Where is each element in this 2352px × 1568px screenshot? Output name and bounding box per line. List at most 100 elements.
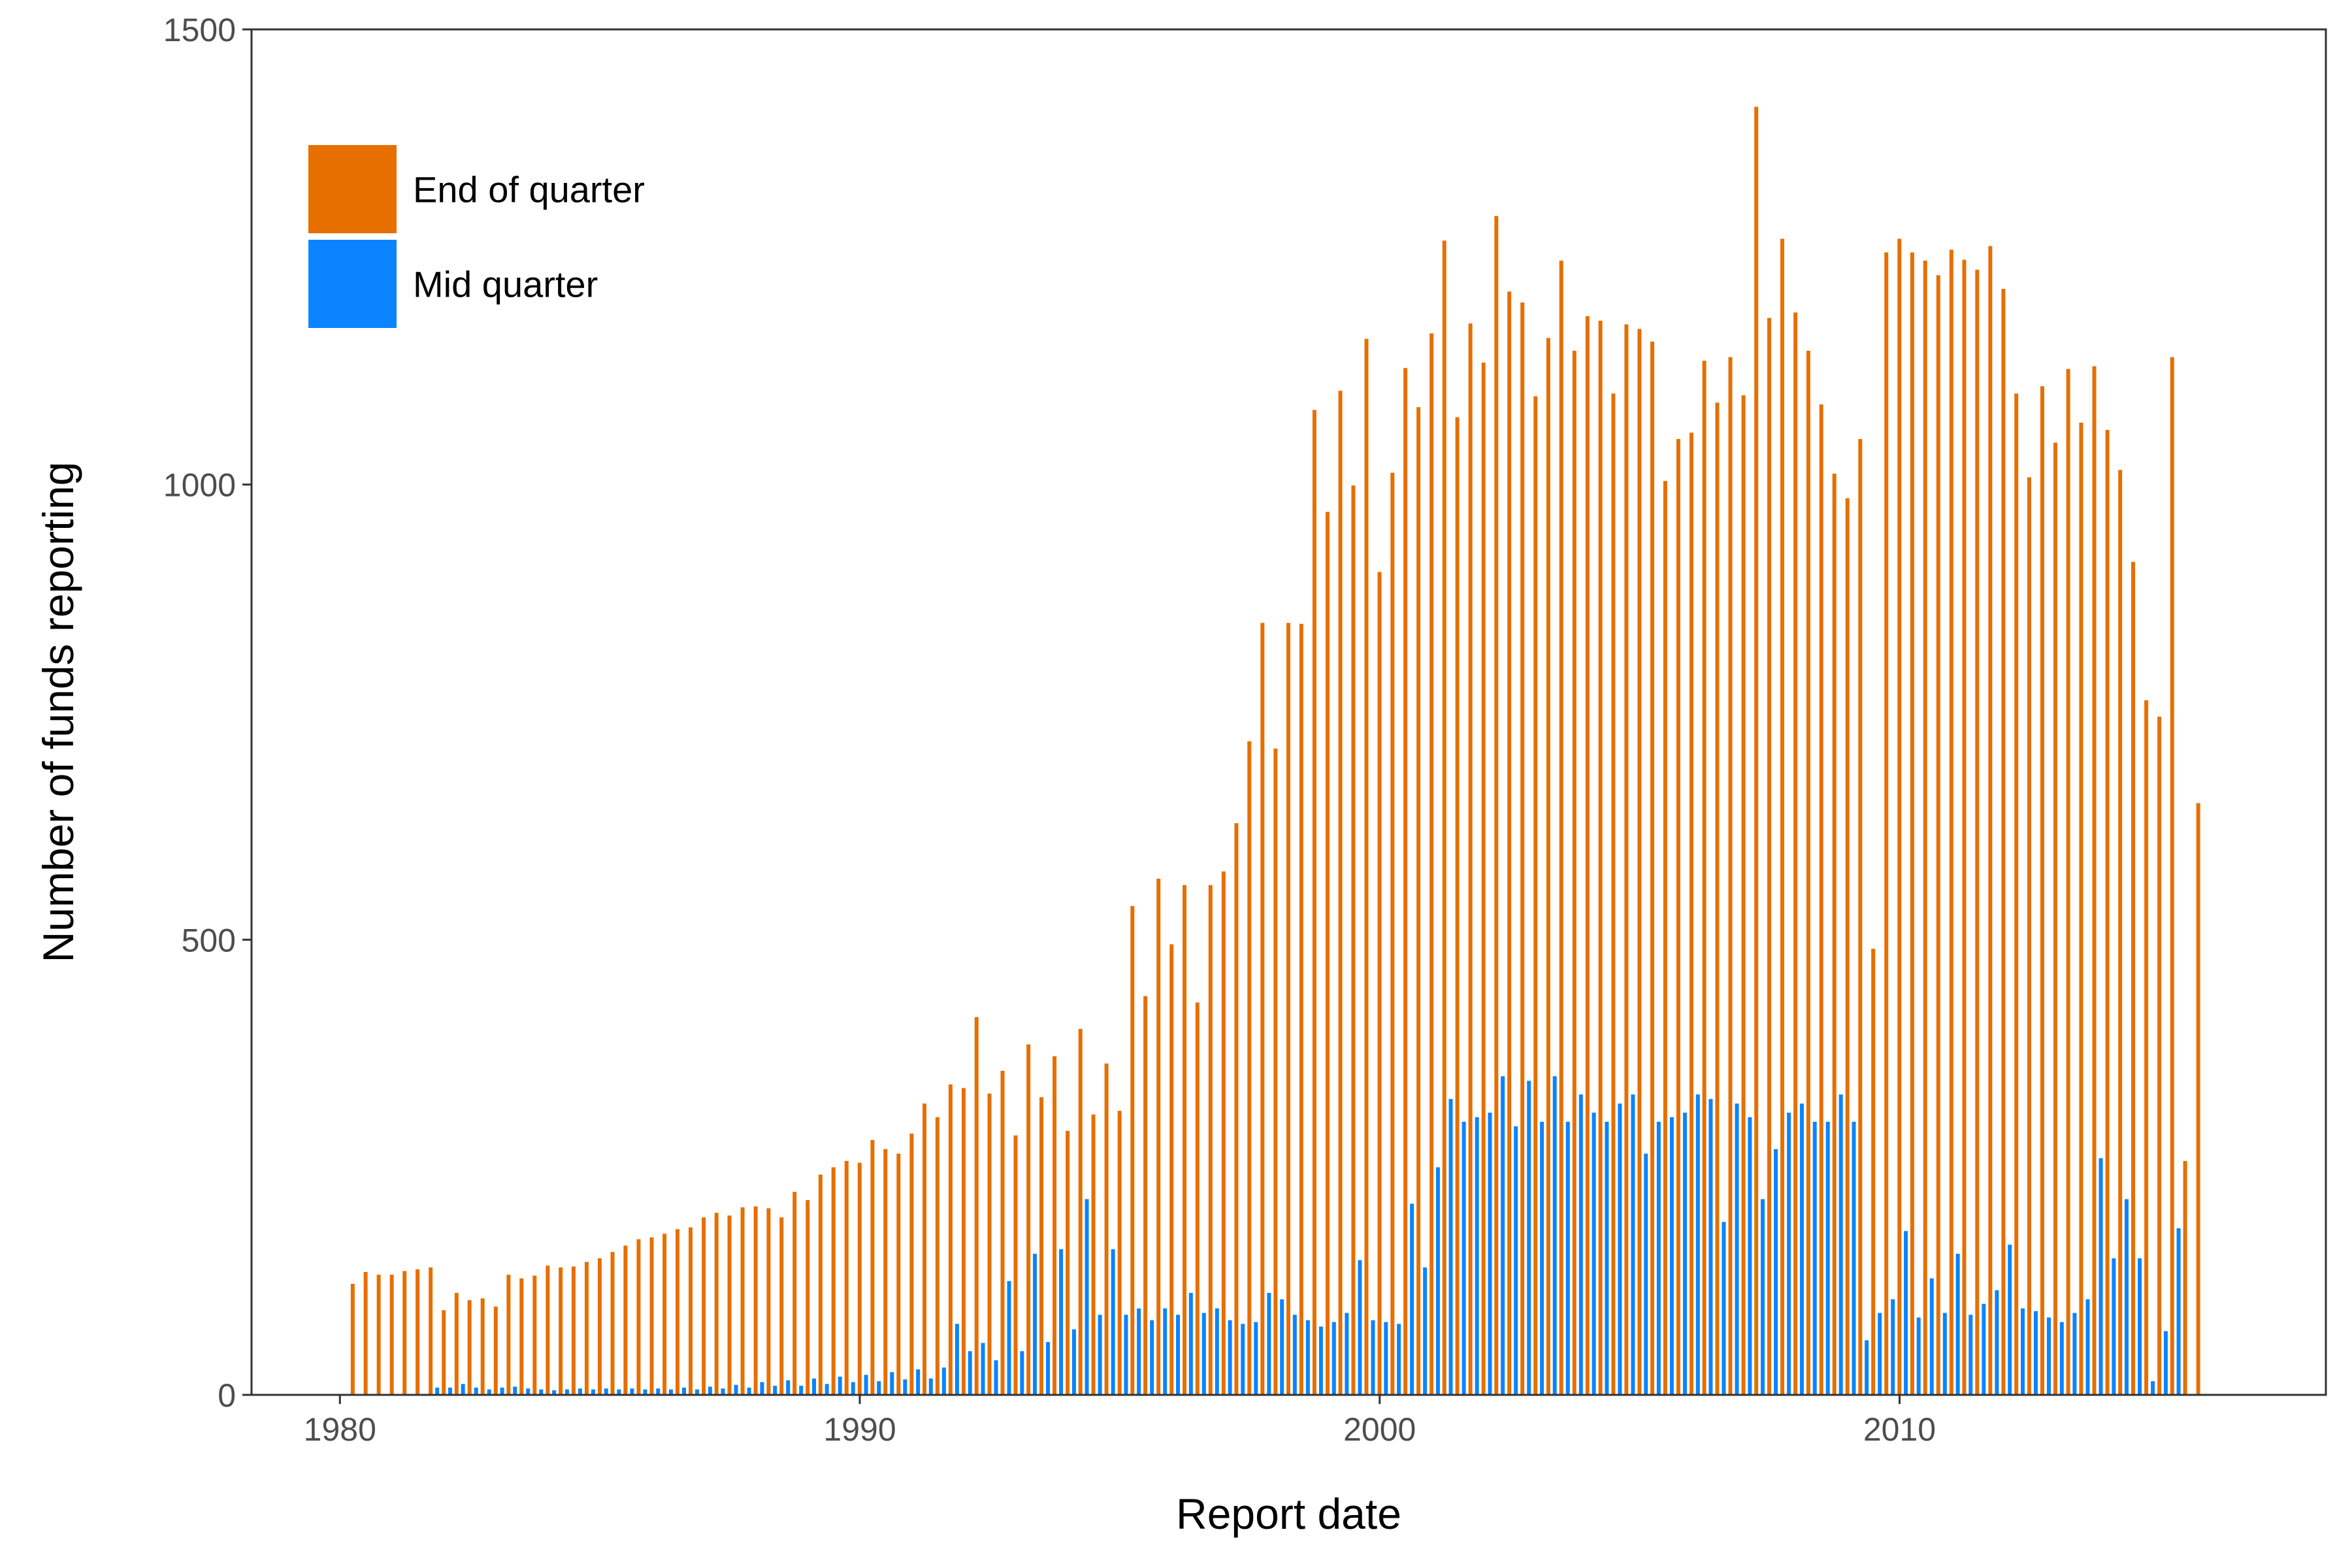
bar-mid-quarter [1488, 1113, 1492, 1395]
bar-end-of-quarter [896, 1153, 901, 1395]
bar-end-of-quarter [1455, 417, 1460, 1395]
bar-end-of-quarter [948, 1084, 953, 1395]
bar-mid-quarter [1423, 1267, 1428, 1395]
bar-end-of-quarter [2131, 562, 2136, 1395]
bar-mid-quarter [539, 1389, 544, 1395]
bar-end-of-quarter [1507, 291, 1512, 1395]
bar-end-of-quarter [1611, 393, 1616, 1395]
bar-mid-quarter [1838, 1094, 1843, 1395]
bar-end-of-quarter [1104, 1063, 1109, 1395]
bar-end-of-quarter [1325, 512, 1330, 1395]
bar-mid-quarter [1774, 1149, 1778, 1395]
bar-mid-quarter [1228, 1320, 1232, 1395]
bar-mid-quarter [2099, 1158, 2103, 1395]
bar-end-of-quarter [1728, 357, 1733, 1395]
bar-mid-quarter [825, 1384, 829, 1395]
bar-end-of-quarter [1598, 320, 1603, 1395]
bar-mid-quarter [1955, 1254, 1960, 1395]
bar-mid-quarter [760, 1382, 764, 1395]
bar-mid-quarter [1435, 1167, 1440, 1395]
bar-mid-quarter [1188, 1292, 1193, 1395]
bar-mid-quarter [1527, 1081, 1531, 1395]
bar-end-of-quarter [1923, 260, 1927, 1395]
bar-end-of-quarter [1533, 396, 1538, 1395]
bar-end-of-quarter [1988, 246, 1993, 1395]
x-tick-label: 2010 [1863, 1411, 1936, 1448]
bar-mid-quarter [578, 1388, 582, 1395]
bar-end-of-quarter [1053, 1056, 1057, 1395]
bar-end-of-quarter [1195, 1002, 1200, 1395]
bar-mid-quarter [1020, 1351, 1024, 1395]
bar-end-of-quarter [1702, 361, 1707, 1396]
bar-end-of-quarter [1741, 395, 1746, 1395]
bar-end-of-quarter [1624, 324, 1629, 1396]
bar-mid-quarter [1578, 1094, 1583, 1395]
bar-mid-quarter [1540, 1122, 1544, 1395]
bar-mid-quarter [656, 1388, 661, 1395]
bar-mid-quarter [1292, 1315, 1297, 1395]
bar-end-of-quarter [376, 1275, 381, 1395]
y-tick-label: 0 [218, 1377, 236, 1414]
bar-mid-quarter [1331, 1322, 1336, 1395]
bar-end-of-quarter [1819, 404, 1823, 1395]
bar-mid-quarter [2033, 1311, 2038, 1395]
bar-end-of-quarter [442, 1310, 446, 1395]
bar-mid-quarter [617, 1389, 621, 1395]
bar-end-of-quarter [2118, 470, 2123, 1395]
bar-mid-quarter [1111, 1249, 1115, 1395]
bar-end-of-quarter [1183, 885, 1187, 1395]
bar-end-of-quarter [922, 1103, 926, 1395]
bar-end-of-quarter [1066, 1130, 1070, 1395]
bar-mid-quarter [681, 1387, 686, 1395]
bar-mid-quarter [1397, 1324, 1401, 1395]
bar-end-of-quarter [1650, 341, 1655, 1396]
y-tick-label: 1000 [163, 467, 236, 504]
bar-end-of-quarter [2027, 477, 2031, 1395]
bar-mid-quarter [1501, 1076, 1505, 1395]
bar-mid-quarter [1241, 1324, 1245, 1395]
bar-end-of-quarter [1130, 906, 1135, 1395]
bar-end-of-quarter [1754, 106, 1759, 1396]
bar-end-of-quarter [818, 1174, 823, 1395]
bar-mid-quarter [1812, 1122, 1817, 1395]
bar-end-of-quarter [1338, 391, 1343, 1395]
legend-label-end-of-quarter: End of quarter [413, 169, 645, 210]
bar-end-of-quarter [2183, 1160, 2187, 1395]
bar-end-of-quarter [389, 1275, 394, 1395]
bar-end-of-quarter [1494, 216, 1499, 1395]
bar-end-of-quarter [2053, 442, 2057, 1395]
bar-end-of-quarter [1832, 473, 1837, 1396]
bar-end-of-quarter [1247, 741, 1252, 1395]
bar-mid-quarter [487, 1389, 491, 1395]
bar-end-of-quarter [1000, 1070, 1005, 1395]
bar-end-of-quarter [519, 1278, 524, 1395]
bar-mid-quarter [1085, 1199, 1089, 1395]
bar-mid-quarter [1825, 1122, 1830, 1395]
bar-end-of-quarter [1910, 252, 1914, 1395]
bar-end-of-quarter [1806, 350, 1810, 1395]
bar-end-of-quarter [662, 1233, 667, 1395]
bar-end-of-quarter [1312, 410, 1316, 1396]
plot-panel-border [250, 28, 2327, 1396]
bar-end-of-quarter [350, 1284, 355, 1395]
bar-mid-quarter [1371, 1320, 1375, 1395]
bar-mid-quarter [838, 1377, 842, 1395]
bar-mid-quarter [1007, 1281, 1011, 1395]
bar-mid-quarter [1176, 1315, 1181, 1395]
y-tick-label: 1500 [163, 12, 236, 48]
bar-end-of-quarter [1416, 407, 1421, 1395]
bar-end-of-quarter [1156, 878, 1161, 1395]
bar-end-of-quarter [870, 1139, 875, 1395]
bar-end-of-quarter [1390, 472, 1395, 1395]
bar-mid-quarter [2072, 1313, 2077, 1395]
bar-end-of-quarter [1169, 944, 1174, 1395]
bar-end-of-quarter [1026, 1044, 1031, 1395]
bar-mid-quarter [2125, 1199, 2129, 1395]
bar-end-of-quarter [1234, 823, 1239, 1395]
y-axis-title: Number of funds reporting [34, 462, 82, 963]
bar-end-of-quarter [493, 1306, 498, 1395]
bar-end-of-quarter [974, 1017, 979, 1395]
bar-mid-quarter [564, 1389, 569, 1395]
bar-end-of-quarter [2040, 386, 2044, 1396]
bar-mid-quarter [1059, 1249, 1064, 1395]
